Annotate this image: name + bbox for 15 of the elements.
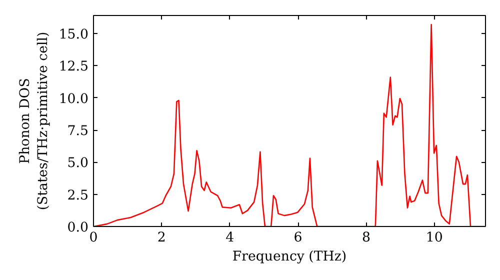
x-tick-label: 2: [157, 230, 166, 246]
x-tick-label: 6: [294, 230, 302, 246]
y-tick-label: 15.0: [58, 28, 89, 43]
x-tick-label: 4: [226, 230, 234, 246]
y-tick-label: 7.5: [67, 124, 89, 140]
y-tick-label: 5.0: [67, 156, 89, 172]
x-tick-label: 0: [89, 230, 98, 246]
y-tick-label: 2.5: [67, 188, 89, 204]
y-axis-title: Phonon DOS (States/THz·primitive cell): [18, 32, 51, 210]
x-tick-label: 8: [362, 230, 370, 246]
x-axis-title: Frequency (THz): [232, 250, 347, 264]
y-tick-label: 12.5: [58, 60, 89, 75]
y-tick-label: 0.0: [67, 220, 89, 236]
y-tick-label: 10.0: [58, 92, 89, 107]
x-tick-label: 10: [426, 230, 443, 246]
